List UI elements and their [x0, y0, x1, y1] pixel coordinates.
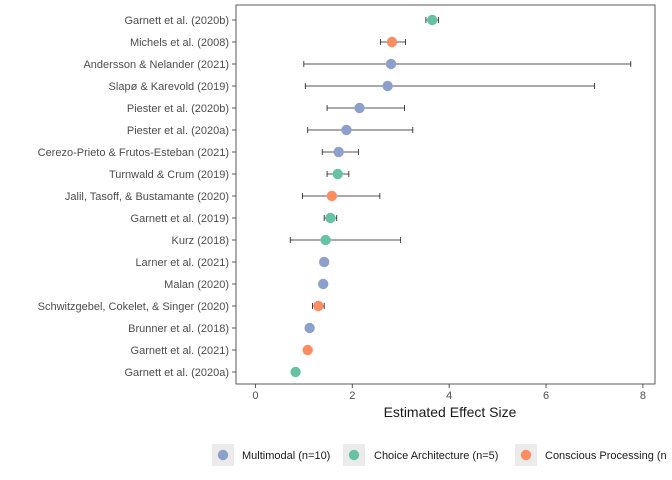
- study-label: Cerezo-Prieto & Frutos-Esteban (2021): [38, 147, 229, 159]
- effect-point: [325, 212, 336, 224]
- x-tick-label: 8: [640, 390, 646, 402]
- effect-point: [304, 322, 315, 334]
- effect-point: [318, 256, 330, 268]
- x-axis: 0 2 4 6 8: [252, 384, 646, 402]
- effect-point: [313, 300, 324, 312]
- study-label: Turnwald & Crum (2019): [109, 169, 229, 181]
- legend-key-conscious: [520, 449, 532, 461]
- legend-key-choice: [348, 449, 360, 461]
- effect-point: [333, 146, 344, 158]
- x-tick-label: 4: [446, 390, 452, 402]
- study-label: Larner et al. (2021): [135, 257, 229, 269]
- effect-point: [320, 234, 331, 246]
- study-label: Garnett et al. (2020a): [124, 367, 229, 379]
- x-tick-label: 0: [252, 390, 258, 402]
- legend-label-choice: Choice Architecture (n=5): [374, 450, 498, 462]
- legend-key-multimodal: [217, 449, 229, 461]
- effect-point: [341, 124, 352, 136]
- y-axis: Garnett et al. (2020b) Michels et al. (20…: [38, 15, 236, 379]
- effect-point: [385, 58, 397, 70]
- study-label: Andersson & Nelander (2021): [83, 59, 229, 71]
- effect-point: [317, 278, 329, 290]
- study-label: Michels et al. (2008): [130, 37, 229, 49]
- effect-point: [332, 168, 343, 180]
- study-label: Garnett et al. (2020b): [124, 15, 229, 27]
- effect-point: [290, 366, 301, 378]
- study-label: Schwitzgebel, Cokelet, & Singer (2020): [38, 301, 229, 313]
- study-label: Brunner et al. (2018): [128, 323, 229, 335]
- effect-point: [386, 36, 398, 48]
- effect-point: [354, 102, 365, 114]
- study-label: Slapø & Karevold (2019): [109, 81, 229, 93]
- panel-background: [235, 4, 656, 385]
- effect-point: [302, 344, 313, 356]
- data-marks: [289, 14, 632, 378]
- study-label: Piester et al. (2020b): [127, 103, 229, 115]
- effect-point: [426, 14, 438, 26]
- legend: Multimodal (n=10) Choice Architecture (n=…: [212, 444, 667, 466]
- study-label: Garnett et al. (2019): [131, 213, 229, 225]
- legend-label-multimodal: Multimodal (n=10): [242, 450, 330, 462]
- x-tick-label: 2: [349, 390, 355, 402]
- study-label: Jalil, Tasoff, & Bustamante (2020): [65, 191, 229, 203]
- x-tick-label: 6: [543, 390, 549, 402]
- study-label: Garnett et al. (2021): [131, 345, 229, 357]
- effect-point: [326, 190, 338, 202]
- effect-point: [382, 80, 393, 92]
- legend-label-conscious: Conscious Processing (n: [545, 450, 667, 462]
- x-axis-title: Estimated Effect Size: [384, 404, 517, 420]
- study-label: Kurz (2018): [172, 235, 229, 247]
- study-label: Malan (2020): [164, 279, 229, 291]
- study-label: Piester et al. (2020a): [127, 125, 229, 137]
